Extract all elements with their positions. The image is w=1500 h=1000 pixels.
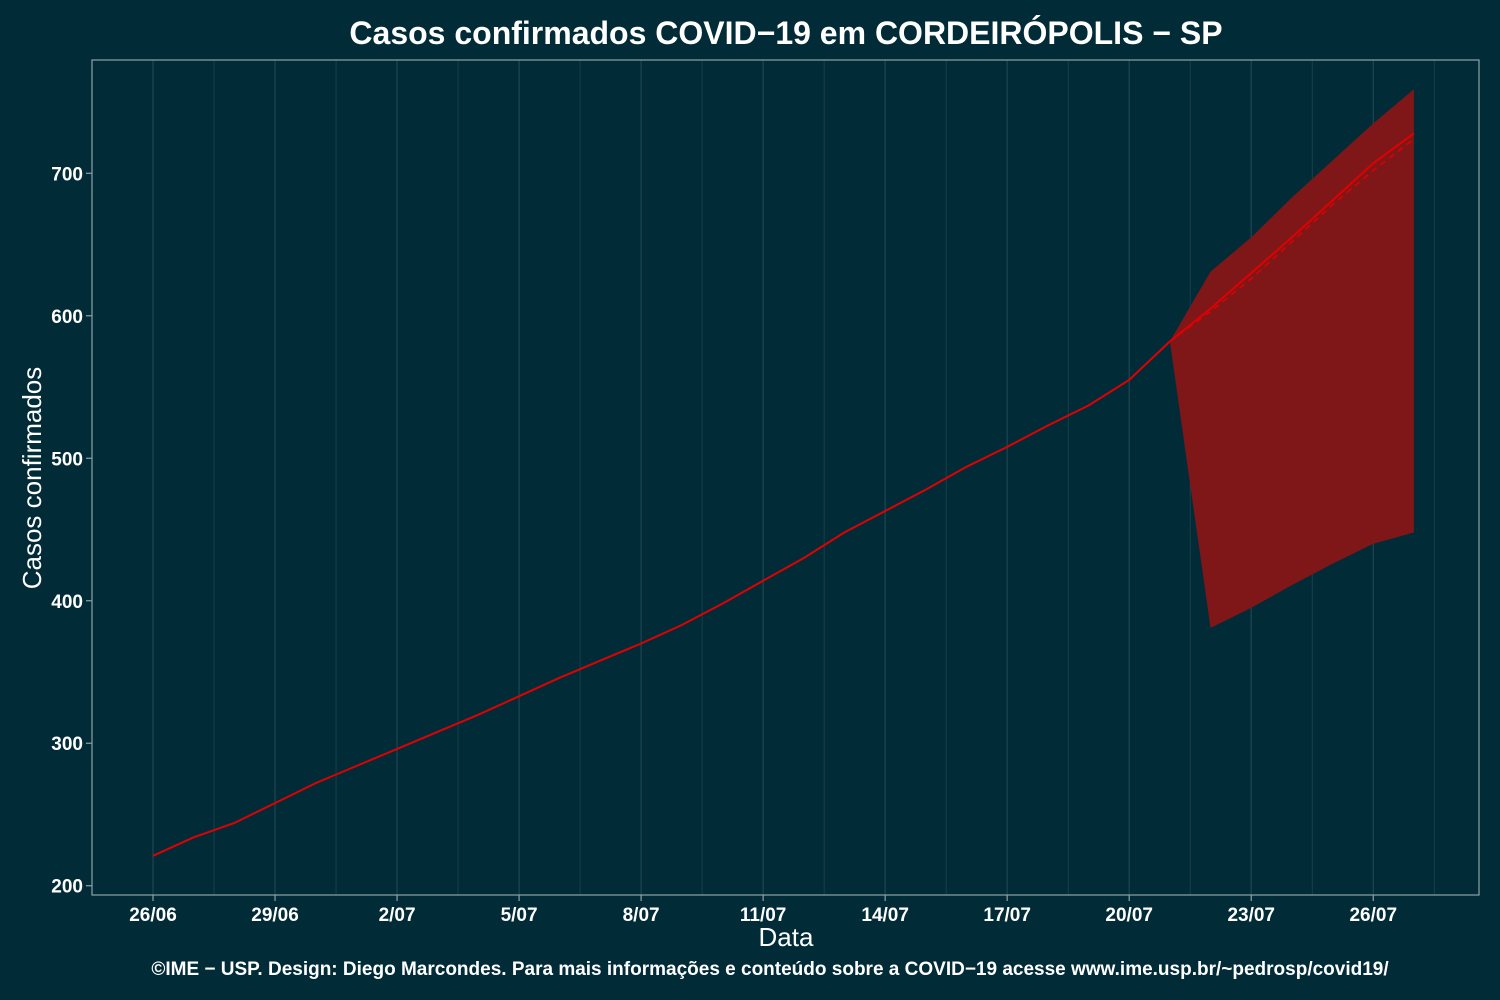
y-axis-title: Casos confirmados [17, 367, 47, 590]
x-tick-label: 23/07 [1227, 905, 1275, 926]
y-tick-label: 300 [51, 734, 83, 755]
x-tick-label: 17/07 [983, 905, 1031, 926]
chart-caption: ©IME − USP. Design: Diego Marcondes. Par… [151, 959, 1389, 980]
y-tick-label: 700 [51, 164, 83, 185]
x-tick-label: 2/07 [379, 905, 416, 926]
x-axis: 26/06 29/06 2/07 5/07 8/07 11/07 14/07 17/07 20/… [129, 895, 1397, 926]
x-tick-label: 11/07 [740, 905, 787, 926]
x-tick-label: 29/06 [251, 905, 299, 926]
y-axis: 200 300 400 500 600 700 [51, 164, 92, 898]
x-tick-label: 8/07 [623, 905, 660, 926]
y-tick-label: 200 [51, 877, 83, 898]
observed-cases-line [152, 340, 1171, 857]
y-tick-label: 500 [51, 449, 83, 470]
prediction-interval-band [1169, 89, 1414, 628]
x-tick-label: 14/07 [861, 905, 909, 926]
x-axis-title: Data [759, 922, 814, 952]
y-tick-label: 400 [51, 592, 83, 613]
series-layer [152, 132, 1415, 857]
forecast-median-line [1169, 132, 1415, 343]
x-tick-label: 5/07 [501, 905, 538, 926]
plot-border [91, 59, 1480, 896]
y-tick-label: 600 [51, 307, 83, 328]
x-tick-label: 20/07 [1105, 905, 1153, 926]
chart-title: Casos confirmados COVID−19 em CORDEIRÓPO… [349, 15, 1222, 51]
prediction-band-layer [1169, 89, 1414, 628]
x-tick-label: 26/07 [1349, 905, 1397, 926]
forecast-mean-dashed-line [1169, 138, 1415, 343]
x-tick-label: 26/06 [129, 905, 177, 926]
